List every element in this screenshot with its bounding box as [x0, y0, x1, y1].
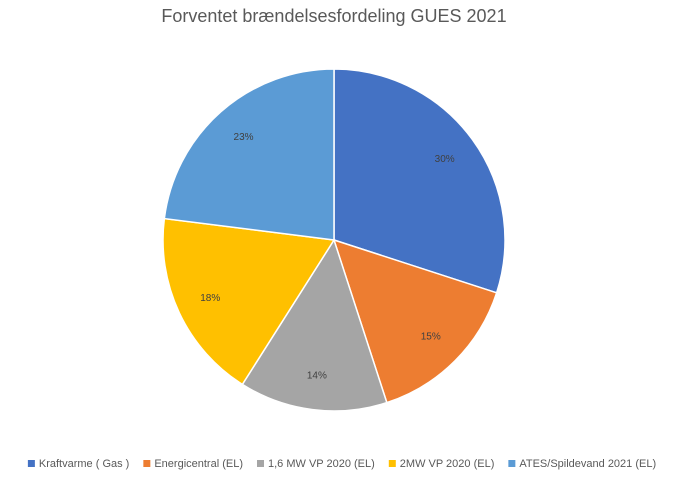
legend-marker: [257, 460, 264, 467]
legend-label: ATES/Spildevand 2021 (EL): [519, 458, 656, 470]
data-label: 23%: [234, 132, 254, 143]
pie-slice: [241, 238, 388, 412]
legend-marker: [143, 460, 151, 467]
pie-slice: [162, 217, 336, 386]
legend-marker: [508, 460, 516, 467]
legend-label: Kraftvarme ( Gas ): [39, 458, 129, 470]
chart-title: Forventet brændelsesfordeling GUES 2021: [161, 6, 506, 26]
legend-marker: [27, 460, 35, 467]
legend-label: Energicentral (EL): [154, 458, 243, 470]
pie-slice: [332, 238, 498, 404]
legend-label: 1,6 MW VP 2020 (EL): [268, 458, 375, 470]
data-label: 18%: [200, 293, 220, 304]
legend-label: 2MW VP 2020 (EL): [400, 458, 495, 470]
data-label: 14%: [307, 370, 327, 381]
pie-slice: [333, 68, 506, 294]
data-label: 15%: [421, 331, 441, 342]
pie-slice: [163, 68, 335, 241]
data-label: 30%: [435, 154, 455, 165]
legend-marker: [388, 460, 396, 467]
